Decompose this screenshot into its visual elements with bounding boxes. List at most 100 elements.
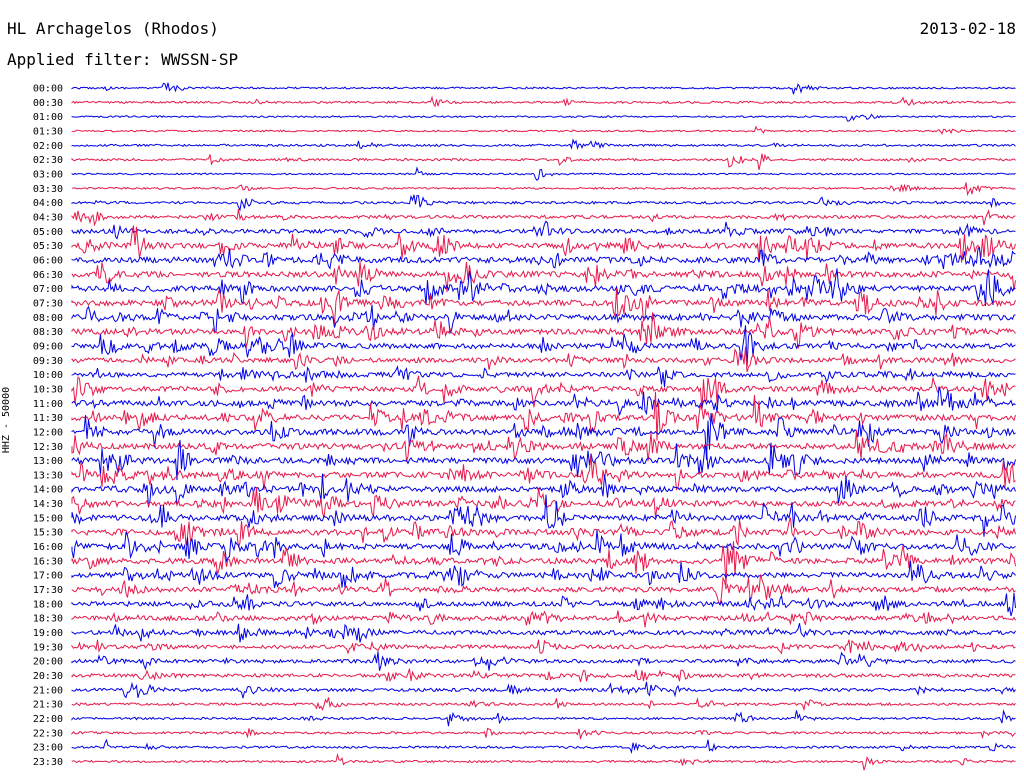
trace-row (71, 517, 1016, 548)
trace-row (71, 610, 1016, 628)
row-label: 01:30 (33, 126, 63, 137)
seismic-traces (71, 82, 1016, 771)
trace-row (71, 261, 1016, 293)
trace-row (71, 386, 1016, 416)
trace-row (71, 220, 1016, 240)
row-label: 02:30 (33, 155, 63, 166)
trace-row (71, 182, 1016, 197)
trace-row (71, 738, 1016, 755)
row-label: 16:00 (33, 542, 63, 553)
trace-row (71, 125, 1016, 135)
row-label: 21:00 (33, 685, 63, 696)
filter-label: Applied filter: WWSSN-SP (7, 50, 239, 69)
trace-row (71, 494, 1016, 537)
trace-row (71, 304, 1016, 335)
row-label: 09:00 (33, 341, 63, 352)
trace-row (71, 574, 1016, 607)
trace-row (71, 346, 1016, 373)
row-label: 07:00 (33, 284, 63, 295)
row-labels: 00:00 00:30 01:00 01:30 02:00 02:30 03:00 03:30… (33, 84, 63, 769)
trace-row (71, 268, 1016, 306)
row-label: 22:00 (33, 714, 63, 725)
row-label: 15:00 (33, 513, 63, 524)
trace-row (71, 697, 1016, 712)
row-label: 00:30 (33, 98, 63, 109)
row-label: 05:00 (33, 227, 63, 238)
row-label: 12:00 (33, 427, 63, 438)
row-label: 19:30 (33, 642, 63, 653)
row-label: 08:30 (33, 327, 63, 338)
row-label: 06:30 (33, 270, 63, 281)
row-label: 18:00 (33, 599, 63, 610)
trace-row (71, 487, 1016, 518)
trace-row (71, 639, 1016, 655)
row-label: 19:00 (33, 628, 63, 639)
row-label: 12:30 (33, 442, 63, 453)
trace-row (71, 593, 1016, 617)
trace-row (71, 430, 1016, 462)
trace-row (71, 412, 1016, 460)
row-label: 02:00 (33, 141, 63, 152)
trace-row (71, 153, 1016, 171)
row-label: 06:00 (33, 255, 63, 266)
trace-row (71, 623, 1016, 643)
row-label: 18:30 (33, 614, 63, 625)
trace-row (71, 473, 1016, 508)
row-label: 14:00 (33, 485, 63, 496)
row-label: 23:30 (33, 757, 63, 768)
row-label: 20:00 (33, 657, 63, 668)
station-title: HL Archagelos (Rhodos) (7, 19, 219, 38)
row-label: 21:30 (33, 700, 63, 711)
row-label: 04:30 (33, 212, 63, 223)
trace-row (71, 375, 1016, 411)
row-label: 16:30 (33, 556, 63, 567)
trace-row (71, 365, 1016, 388)
trace-row (71, 681, 1016, 699)
row-label: 11:30 (33, 413, 63, 424)
trace-row (71, 138, 1016, 151)
row-label: 13:00 (33, 456, 63, 467)
trace-row (71, 455, 1016, 491)
trace-row (71, 530, 1016, 563)
row-label: 05:30 (33, 241, 63, 252)
trace-row (71, 752, 1016, 771)
row-label: 08:00 (33, 313, 63, 324)
trace-row (71, 209, 1016, 227)
trace-row (71, 312, 1016, 349)
trace-row (71, 668, 1016, 683)
row-label: 14:30 (33, 499, 63, 510)
date-label: 2013-02-18 (919, 19, 1016, 38)
trace-row (71, 288, 1016, 326)
row-label: 22:30 (33, 728, 63, 739)
trace-row (71, 95, 1016, 108)
row-label: 17:00 (33, 571, 63, 582)
row-label: 23:00 (33, 743, 63, 754)
row-label: 01:00 (33, 112, 63, 123)
row-label: 10:00 (33, 370, 63, 381)
trace-row (71, 541, 1016, 586)
row-label: 09:30 (33, 356, 63, 367)
trace-row (71, 246, 1016, 270)
trace-row (71, 560, 1016, 589)
row-label: 17:30 (33, 585, 63, 596)
row-label: 20:30 (33, 671, 63, 682)
trace-row (71, 166, 1016, 181)
trace-row (71, 709, 1016, 727)
row-label: 03:30 (33, 184, 63, 195)
row-label: 03:00 (33, 169, 63, 180)
trace-row (71, 439, 1016, 481)
row-label: 04:00 (33, 198, 63, 209)
row-label: 07:30 (33, 298, 63, 309)
trace-row (71, 651, 1016, 671)
row-label: 10:30 (33, 384, 63, 395)
row-label: 00:00 (33, 84, 63, 95)
trace-row (71, 82, 1016, 95)
trace-row (71, 727, 1016, 740)
trace-row (71, 325, 1016, 368)
trace-row (71, 225, 1016, 263)
trace-row (71, 391, 1016, 441)
row-label: 13:30 (33, 470, 63, 481)
row-label: 15:30 (33, 528, 63, 539)
trace-row (71, 113, 1016, 122)
